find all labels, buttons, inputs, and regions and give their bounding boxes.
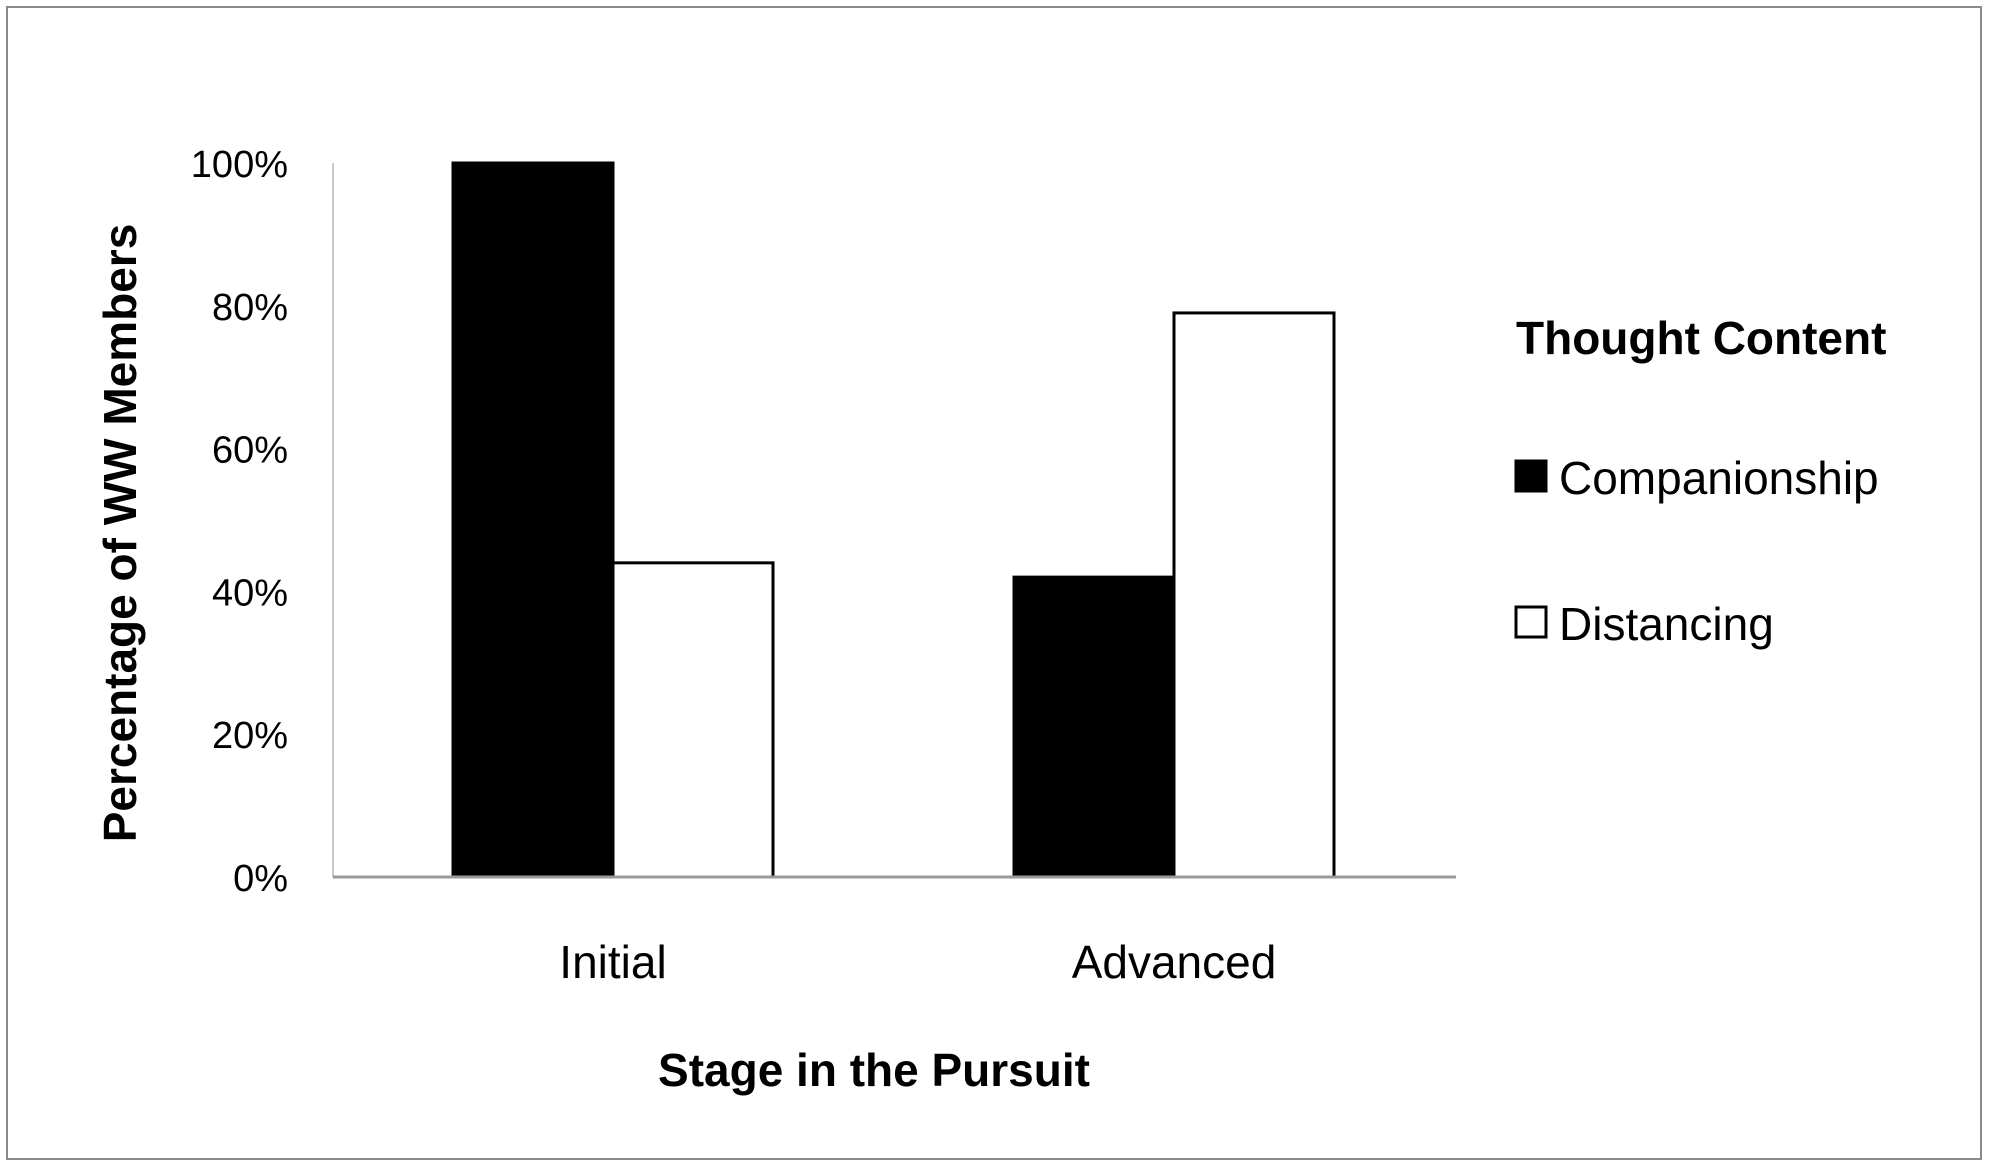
y-tick-label: 20% [212, 715, 288, 757]
bar-distancing-initial [611, 561, 775, 879]
x-axis-title: Stage in the Pursuit [658, 1044, 1090, 1096]
x-tick-label: Advanced [1072, 936, 1277, 988]
legend-label-distancing: Distancing [1559, 598, 1774, 650]
bar-chart: Percentage of WW Members 0% 20% 40% 60% 80% 1… [94, 144, 1886, 1096]
y-axis-title: Percentage of WW Members [94, 224, 146, 843]
y-tick-label: 40% [212, 572, 288, 614]
bar-companionship-advanced [1012, 575, 1176, 879]
legend-title: Thought Content [1516, 312, 1886, 364]
y-tick-label: 0% [233, 858, 288, 900]
legend-swatch-distancing [1514, 605, 1548, 639]
legend-items: Companionship Distancing [1514, 452, 1879, 650]
y-axis-title-group: Percentage of WW Members [94, 224, 146, 843]
legend-swatch-companionship [1514, 459, 1548, 493]
bars [451, 161, 1336, 879]
bar-companionship-initial [451, 161, 615, 879]
category-labels: Initial Advanced [559, 936, 1276, 988]
chart-frame: Percentage of WW Members 0% 20% 40% 60% 80% 1… [6, 6, 1982, 1160]
y-tick-label: 60% [212, 430, 288, 472]
y-tick-label: 80% [212, 287, 288, 329]
bar-distancing-advanced [1172, 311, 1336, 879]
y-tick-label: 100% [191, 144, 288, 186]
legend: Thought Content Companionship Distancing [1514, 312, 1886, 650]
y-axis-ticks: 0% 20% 40% 60% 80% 100% [191, 144, 288, 900]
x-tick-label: Initial [559, 936, 666, 988]
legend-label-companionship: Companionship [1559, 452, 1879, 504]
